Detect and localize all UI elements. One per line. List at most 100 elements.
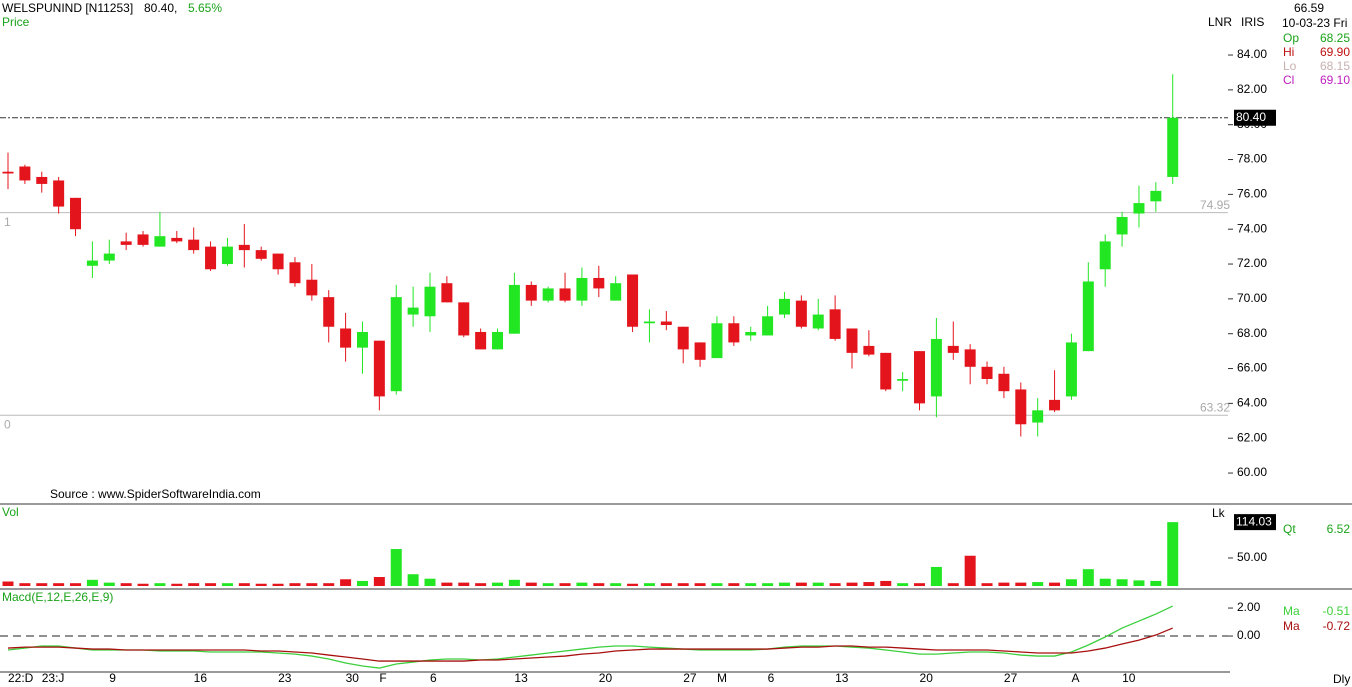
volume-bar — [677, 583, 689, 586]
volume-bar — [1150, 580, 1162, 586]
candle-body — [407, 307, 419, 315]
candle-body — [914, 351, 926, 404]
candle-body — [998, 373, 1010, 392]
info-val: 69.90 — [1320, 45, 1350, 59]
candle-body — [103, 253, 115, 261]
volume-bar — [610, 583, 622, 586]
info-date: 10-03-23 Fri — [1282, 16, 1347, 30]
volume-bar — [475, 583, 487, 586]
last-price-label: 80.40 — [1236, 110, 1266, 124]
volume-bar — [762, 583, 774, 586]
volume-bar — [846, 582, 858, 586]
volume-bar — [86, 579, 98, 586]
y-tick-label: 66.00 — [1237, 361, 1267, 375]
volume-bar — [340, 579, 352, 586]
volume-bar — [812, 582, 824, 586]
candle-body — [289, 262, 301, 284]
candle-body — [390, 297, 402, 392]
volume-bar — [424, 578, 436, 586]
volume-bar — [880, 580, 892, 586]
candle-body — [373, 340, 385, 397]
candle-body — [205, 246, 217, 270]
reference-level: 0 — [4, 417, 11, 431]
dly-label: Dly — [1333, 672, 1350, 686]
symbol: WELSPUNIND [N11253] — [2, 1, 133, 15]
candle-body — [323, 297, 335, 327]
lk-label: Lk — [1212, 506, 1226, 520]
candle-body — [36, 176, 48, 184]
y-tick-label: 68.00 — [1237, 326, 1267, 340]
volume-bar — [323, 583, 335, 586]
candle-body — [154, 236, 166, 247]
volume-bar — [1015, 582, 1027, 586]
info-val: 69.10 — [1320, 73, 1350, 87]
candle-body — [812, 314, 824, 329]
candle-body — [1116, 217, 1128, 235]
readout-key: Qt — [1283, 522, 1296, 536]
volume-bar — [306, 583, 318, 586]
x-tick-label: 9 — [109, 671, 116, 685]
volume-bar — [1049, 582, 1061, 586]
volume-bar — [154, 583, 166, 586]
x-tick-label: 23 — [278, 671, 292, 685]
volume-bar — [255, 583, 267, 586]
lnr-label[interactable]: LNR — [1208, 15, 1232, 29]
candle-body — [542, 288, 554, 301]
reference-label: 63.32 — [1200, 400, 1230, 414]
volume-bar — [1167, 522, 1179, 586]
candle-body — [356, 331, 368, 348]
volume-bar — [53, 583, 65, 586]
candle-body — [610, 283, 622, 301]
y-tick-label: 82.00 — [1237, 82, 1267, 96]
volume-bar — [914, 583, 926, 586]
candle-body — [137, 234, 149, 245]
volume-bar — [1099, 578, 1111, 586]
candle-body — [441, 283, 453, 303]
volume-bar — [441, 582, 453, 586]
iris-label[interactable]: IRIS — [1241, 15, 1264, 29]
candle-body — [627, 274, 639, 327]
candle-body — [19, 166, 31, 181]
volume-bar — [1133, 580, 1145, 586]
volume-bar — [981, 583, 993, 586]
candle-body — [492, 331, 504, 350]
candle-body — [947, 345, 959, 353]
volume-bar — [795, 582, 807, 586]
x-tick-label: 13 — [835, 671, 849, 685]
price: 80.40, — [144, 1, 177, 15]
volume-bar — [289, 583, 301, 586]
candle-body — [120, 241, 132, 245]
panel-title: Macd(E,12,E,26,E,9) — [2, 590, 113, 604]
panel-title: Price — [2, 15, 30, 29]
candle-body — [694, 342, 706, 360]
candle-body — [221, 246, 233, 265]
legend-name: Ma — [1283, 619, 1300, 633]
candle-body — [1099, 241, 1111, 270]
candle-body — [475, 331, 487, 350]
volume-bar — [829, 583, 841, 586]
candle-body — [728, 323, 740, 343]
candle-body — [1082, 281, 1094, 352]
readout-value: 6.52 — [1327, 522, 1351, 536]
x-tick-label: 6 — [430, 671, 437, 685]
candle-body — [1032, 410, 1044, 423]
info-val: 68.15 — [1320, 59, 1350, 73]
candle-body — [576, 277, 588, 301]
legend-name: Ma — [1283, 604, 1300, 618]
candle-body — [1015, 389, 1027, 425]
volume-bar — [525, 582, 537, 586]
y-tick-label: 76.00 — [1237, 187, 1267, 201]
volume-bar — [103, 582, 115, 586]
volume-bar — [1032, 582, 1044, 586]
x-tick-label: A — [1071, 671, 1079, 685]
x-tick-label: 16 — [194, 671, 208, 685]
macd-line — [7, 605, 1173, 669]
candle-body — [1150, 190, 1162, 202]
volume-bar — [407, 574, 419, 586]
candle-body — [643, 321, 655, 324]
y-tick-label: 60.00 — [1237, 465, 1267, 479]
info-value: 66.59 — [1294, 1, 1324, 15]
x-tick-label: 27 — [683, 671, 697, 685]
candle-body — [340, 328, 352, 348]
